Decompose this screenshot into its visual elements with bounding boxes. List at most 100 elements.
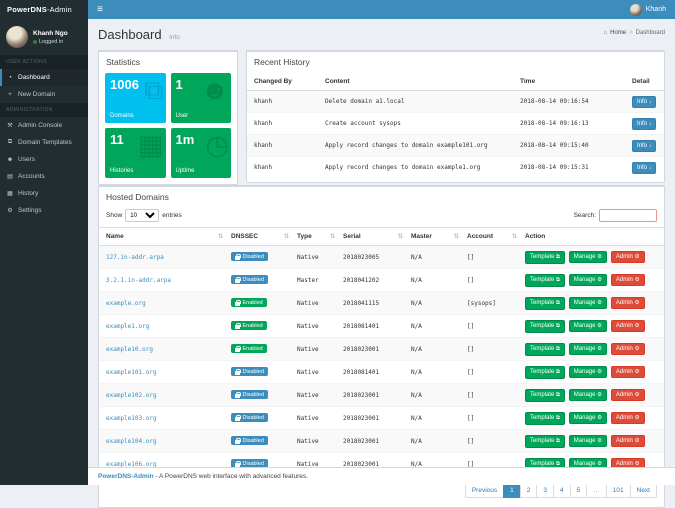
manage-button[interactable]: Manage ⚙ <box>569 412 607 424</box>
hosted-domains-column-header[interactable]: Type⇅ <box>293 228 339 246</box>
domain-name-link[interactable]: 127.in-addr.arpa <box>106 254 164 261</box>
sidebar-item[interactable]: ADMINISTRATION <box>0 103 88 117</box>
table-row: example101.org Disabled Native 201808140… <box>99 361 664 384</box>
domain-master: N/A <box>407 384 463 407</box>
sort-icon[interactable]: ⇅ <box>330 233 335 240</box>
domain-name-link[interactable]: example.org <box>106 300 146 307</box>
admin-button[interactable]: Admin ⚙ <box>611 435 645 447</box>
sidebar-item-label: ADMINISTRATION <box>6 107 53 113</box>
hosted-domains-column-header[interactable]: Name⇅ <box>99 228 227 246</box>
manage-button[interactable]: Manage ⚙ <box>569 320 607 332</box>
sidebar-item[interactable]: ⚙ Settings <box>0 202 88 219</box>
sidebar-item[interactable]: ⧉ Domain Templates <box>0 134 88 151</box>
pagination-button[interactable]: 4 <box>553 483 571 498</box>
template-button[interactable]: Template ⧉ <box>525 366 565 379</box>
pagination-button[interactable]: Next <box>630 483 657 498</box>
pagination-button[interactable]: 5 <box>570 483 588 498</box>
domain-name-link[interactable]: example103.org <box>106 415 157 422</box>
domain-name-link[interactable]: example101.org <box>106 369 157 376</box>
manage-button[interactable]: Manage ⚙ <box>569 251 607 263</box>
hosted-domains-column-header[interactable]: Action⇅ <box>521 228 664 246</box>
domain-name-link[interactable]: example10.org <box>106 346 153 353</box>
domain-name-link[interactable]: example102.org <box>106 392 157 399</box>
admin-button[interactable]: Admin ⚙ <box>611 389 645 401</box>
admin-button[interactable]: Admin ⚙ <box>611 366 645 378</box>
lock-icon <box>235 461 240 467</box>
manage-button[interactable]: Manage ⚙ <box>569 389 607 401</box>
manage-button[interactable]: Manage ⚙ <box>569 435 607 447</box>
sidebar-item[interactable]: ▦ History <box>0 185 88 202</box>
admin-button[interactable]: Admin ⚙ <box>611 320 645 332</box>
manage-button[interactable]: Manage ⚙ <box>569 274 607 286</box>
footer-brand-link[interactable]: PowerDNS-Admin <box>98 473 154 480</box>
template-button[interactable]: Template ⧉ <box>525 297 565 310</box>
domain-name-link[interactable]: example104.org <box>106 438 157 445</box>
dnssec-badge-label: Enabled <box>243 300 263 306</box>
hosted-domains-column-header[interactable]: Account⇅ <box>463 228 521 246</box>
admin-button[interactable]: Admin ⚙ <box>611 343 645 355</box>
sort-icon[interactable]: ⇅ <box>454 233 459 240</box>
pagination-button[interactable]: … <box>586 483 607 498</box>
hosted-domains-column-header[interactable]: Serial⇅ <box>339 228 407 246</box>
template-button[interactable]: Template ⧉ <box>525 412 565 425</box>
stat-box[interactable]: 1006 ⧉ Domains <box>105 73 166 123</box>
template-button[interactable]: Template ⧉ <box>525 251 565 264</box>
main-content: Dashboard Info ⌂ Home > Dashboard Statis… <box>88 19 675 485</box>
hosted-domains-column-header[interactable]: DNSSEC⇅ <box>227 228 293 246</box>
domain-name-link[interactable]: 3.2.1.in-addr.arpa <box>106 277 171 284</box>
sort-icon[interactable]: ⇅ <box>398 233 403 240</box>
admin-button[interactable]: Admin ⚙ <box>611 412 645 424</box>
template-button[interactable]: Template ⧉ <box>525 389 565 402</box>
sidebar-toggle-icon[interactable]: ≡ <box>88 0 112 19</box>
show-label: Show <box>106 212 122 219</box>
pagination-button[interactable]: 3 <box>536 483 554 498</box>
sidebar-item[interactable]: USER ACTIONS <box>0 55 88 69</box>
sort-icon[interactable]: ⇅ <box>284 233 289 240</box>
stat-box[interactable]: 1m ◷ Uptime <box>171 128 232 178</box>
stat-box[interactable]: 11 ▦ Histories <box>105 128 166 178</box>
gear-icon: ⚙ <box>597 277 602 283</box>
gear-icon: ⚙ <box>597 415 602 421</box>
info-button[interactable]: Info ↓ <box>632 162 656 174</box>
admin-button[interactable]: Admin ⚙ <box>611 251 645 263</box>
sidebar-item-label: Users <box>18 156 35 163</box>
template-button[interactable]: Template ⧉ <box>525 320 565 333</box>
info-button[interactable]: Info ↓ <box>632 96 656 108</box>
table-row: example10.org Enabled Native 2018023001 … <box>99 338 664 361</box>
entries-select[interactable]: 10 <box>125 209 159 222</box>
info-button[interactable]: Info ↓ <box>632 140 656 152</box>
hosted-domains-column-header[interactable]: Master⇅ <box>407 228 463 246</box>
sort-icon[interactable]: ⇅ <box>512 233 517 240</box>
brand-logo[interactable]: PowerDNS-Admin <box>0 0 88 19</box>
manage-button[interactable]: Manage ⚙ <box>569 343 607 355</box>
domain-master: N/A <box>407 246 463 269</box>
sidebar-item[interactable]: ▤ Accounts <box>0 168 88 185</box>
template-button[interactable]: Template ⧉ <box>525 343 565 356</box>
breadcrumb-home-link[interactable]: Home <box>610 30 626 36</box>
template-button[interactable]: Template ⧉ <box>525 274 565 287</box>
pagination-button[interactable]: Previous <box>465 483 504 498</box>
sidebar-item[interactable]: ◔ Dashboard <box>0 69 88 86</box>
admin-button[interactable]: Admin ⚙ <box>611 297 645 309</box>
domain-serial: 2018023001 <box>339 338 407 361</box>
pagination-button[interactable]: 101 <box>606 483 631 498</box>
sidebar-item[interactable]: + New Domain <box>0 86 88 103</box>
arrow-down-icon: ↓ <box>649 143 652 149</box>
table-row: example104.org Disabled Native 201802300… <box>99 430 664 453</box>
stat-box[interactable]: 1 ☻ User <box>171 73 232 123</box>
sort-icon[interactable]: ⇅ <box>218 233 223 240</box>
avatar <box>6 26 28 48</box>
sidebar-item[interactable]: ☻ Users <box>0 151 88 168</box>
template-button[interactable]: Template ⧉ <box>525 435 565 448</box>
search-input[interactable] <box>599 209 657 222</box>
pagination-button[interactable]: 1 <box>503 483 521 498</box>
domain-name-link[interactable]: example1.org <box>106 323 149 330</box>
sidebar-item[interactable]: ⚒ Admin Console <box>0 117 88 134</box>
navbar-user-menu[interactable]: Khanh <box>621 4 675 16</box>
info-button[interactable]: Info ↓ <box>632 118 656 130</box>
pagination-button[interactable]: 2 <box>520 483 538 498</box>
manage-button[interactable]: Manage ⚙ <box>569 297 607 309</box>
admin-button[interactable]: Admin ⚙ <box>611 274 645 286</box>
sidebar-user-name: Khanh Ngo <box>33 30 68 37</box>
manage-button[interactable]: Manage ⚙ <box>569 366 607 378</box>
